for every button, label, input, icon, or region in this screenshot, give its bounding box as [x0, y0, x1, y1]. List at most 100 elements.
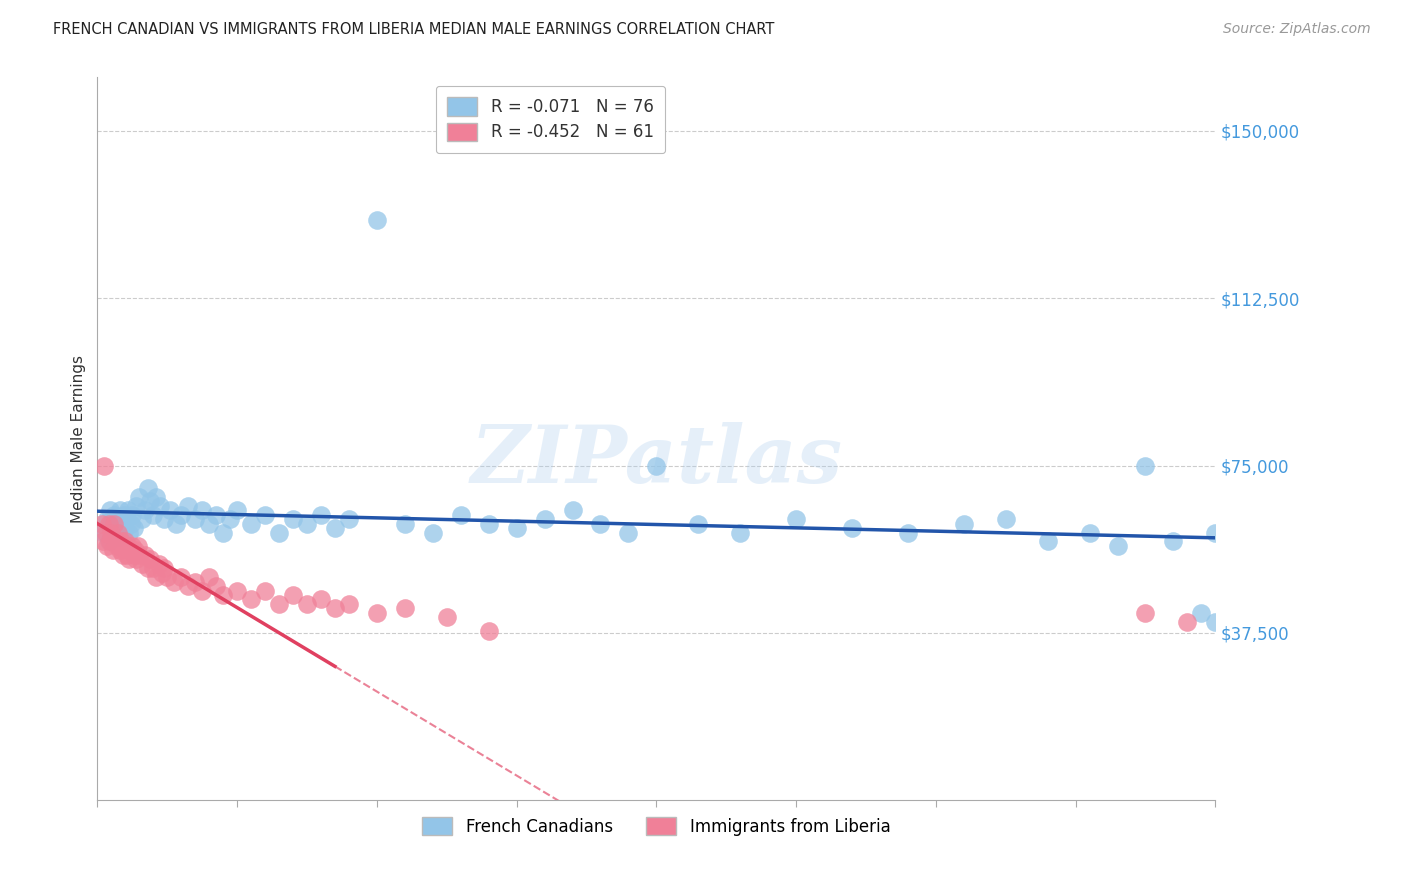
Point: [120, 516, 142, 531]
Point: [561, 503, 583, 517]
Point: [134, 548, 156, 562]
Point: [112, 539, 135, 553]
Point: [100, 516, 122, 531]
Point: [117, 503, 139, 517]
Point: [91, 534, 114, 549]
Point: [117, 539, 139, 553]
Text: ZIPatlas: ZIPatlas: [470, 422, 842, 500]
Point: [953, 516, 976, 531]
Point: [394, 516, 416, 531]
Point: [295, 516, 318, 531]
Point: [1078, 525, 1101, 540]
Point: [785, 512, 807, 526]
Point: [688, 516, 710, 531]
Point: [142, 508, 165, 522]
Point: [103, 516, 125, 531]
Point: [205, 508, 228, 522]
Point: [145, 570, 167, 584]
Point: [96, 539, 118, 553]
Point: [450, 508, 472, 522]
Point: [337, 597, 360, 611]
Point: [1135, 458, 1157, 473]
Point: [1204, 615, 1226, 629]
Point: [505, 521, 527, 535]
Point: [617, 525, 640, 540]
Point: [108, 503, 131, 517]
Point: [645, 458, 668, 473]
Point: [394, 601, 416, 615]
Point: [111, 525, 134, 540]
Point: [240, 516, 263, 531]
Point: [226, 583, 249, 598]
Point: [134, 503, 156, 517]
Text: FRENCH CANADIAN VS IMMIGRANTS FROM LIBERIA MEDIAN MALE EARNINGS CORRELATION CHAR: FRENCH CANADIAN VS IMMIGRANTS FROM LIBER…: [53, 22, 775, 37]
Point: [98, 503, 121, 517]
Point: [267, 525, 290, 540]
Point: [240, 592, 263, 607]
Point: [533, 512, 555, 526]
Point: [191, 583, 214, 598]
Point: [1135, 606, 1157, 620]
Point: [1204, 525, 1226, 540]
Point: [118, 525, 141, 540]
Point: [139, 552, 162, 566]
Point: [131, 557, 153, 571]
Point: [112, 508, 135, 522]
Point: [309, 592, 332, 607]
Point: [184, 512, 207, 526]
Point: [125, 552, 148, 566]
Point: [165, 516, 187, 531]
Point: [94, 525, 117, 540]
Point: [105, 539, 128, 553]
Legend: French Canadians, Immigrants from Liberia: French Canadians, Immigrants from Liberi…: [415, 808, 898, 844]
Point: [148, 557, 170, 571]
Point: [107, 530, 129, 544]
Point: [309, 508, 332, 522]
Point: [108, 543, 131, 558]
Point: [145, 490, 167, 504]
Point: [478, 516, 501, 531]
Point: [120, 543, 142, 558]
Point: [323, 521, 346, 535]
Point: [728, 525, 751, 540]
Point: [478, 624, 501, 638]
Point: [131, 512, 153, 526]
Point: [105, 512, 128, 526]
Point: [159, 503, 181, 517]
Point: [219, 512, 242, 526]
Point: [104, 521, 127, 535]
Point: [100, 525, 122, 540]
Point: [337, 512, 360, 526]
Point: [93, 525, 115, 540]
Point: [281, 588, 304, 602]
Point: [366, 606, 388, 620]
Point: [149, 499, 172, 513]
Point: [163, 574, 186, 589]
Point: [1177, 615, 1199, 629]
Point: [436, 610, 458, 624]
Point: [170, 508, 193, 522]
Point: [212, 525, 235, 540]
Point: [177, 499, 200, 513]
Point: [139, 494, 162, 508]
Point: [295, 597, 318, 611]
Point: [110, 516, 132, 531]
Point: [114, 521, 136, 535]
Point: [90, 516, 112, 531]
Point: [93, 458, 115, 473]
Point: [101, 543, 124, 558]
Point: [97, 534, 120, 549]
Point: [156, 570, 179, 584]
Point: [254, 508, 277, 522]
Point: [226, 503, 249, 517]
Point: [121, 508, 143, 522]
Point: [153, 512, 176, 526]
Point: [98, 534, 121, 549]
Point: [177, 579, 200, 593]
Point: [125, 499, 148, 513]
Point: [170, 570, 193, 584]
Point: [422, 525, 444, 540]
Point: [115, 512, 138, 526]
Point: [184, 574, 207, 589]
Point: [118, 552, 141, 566]
